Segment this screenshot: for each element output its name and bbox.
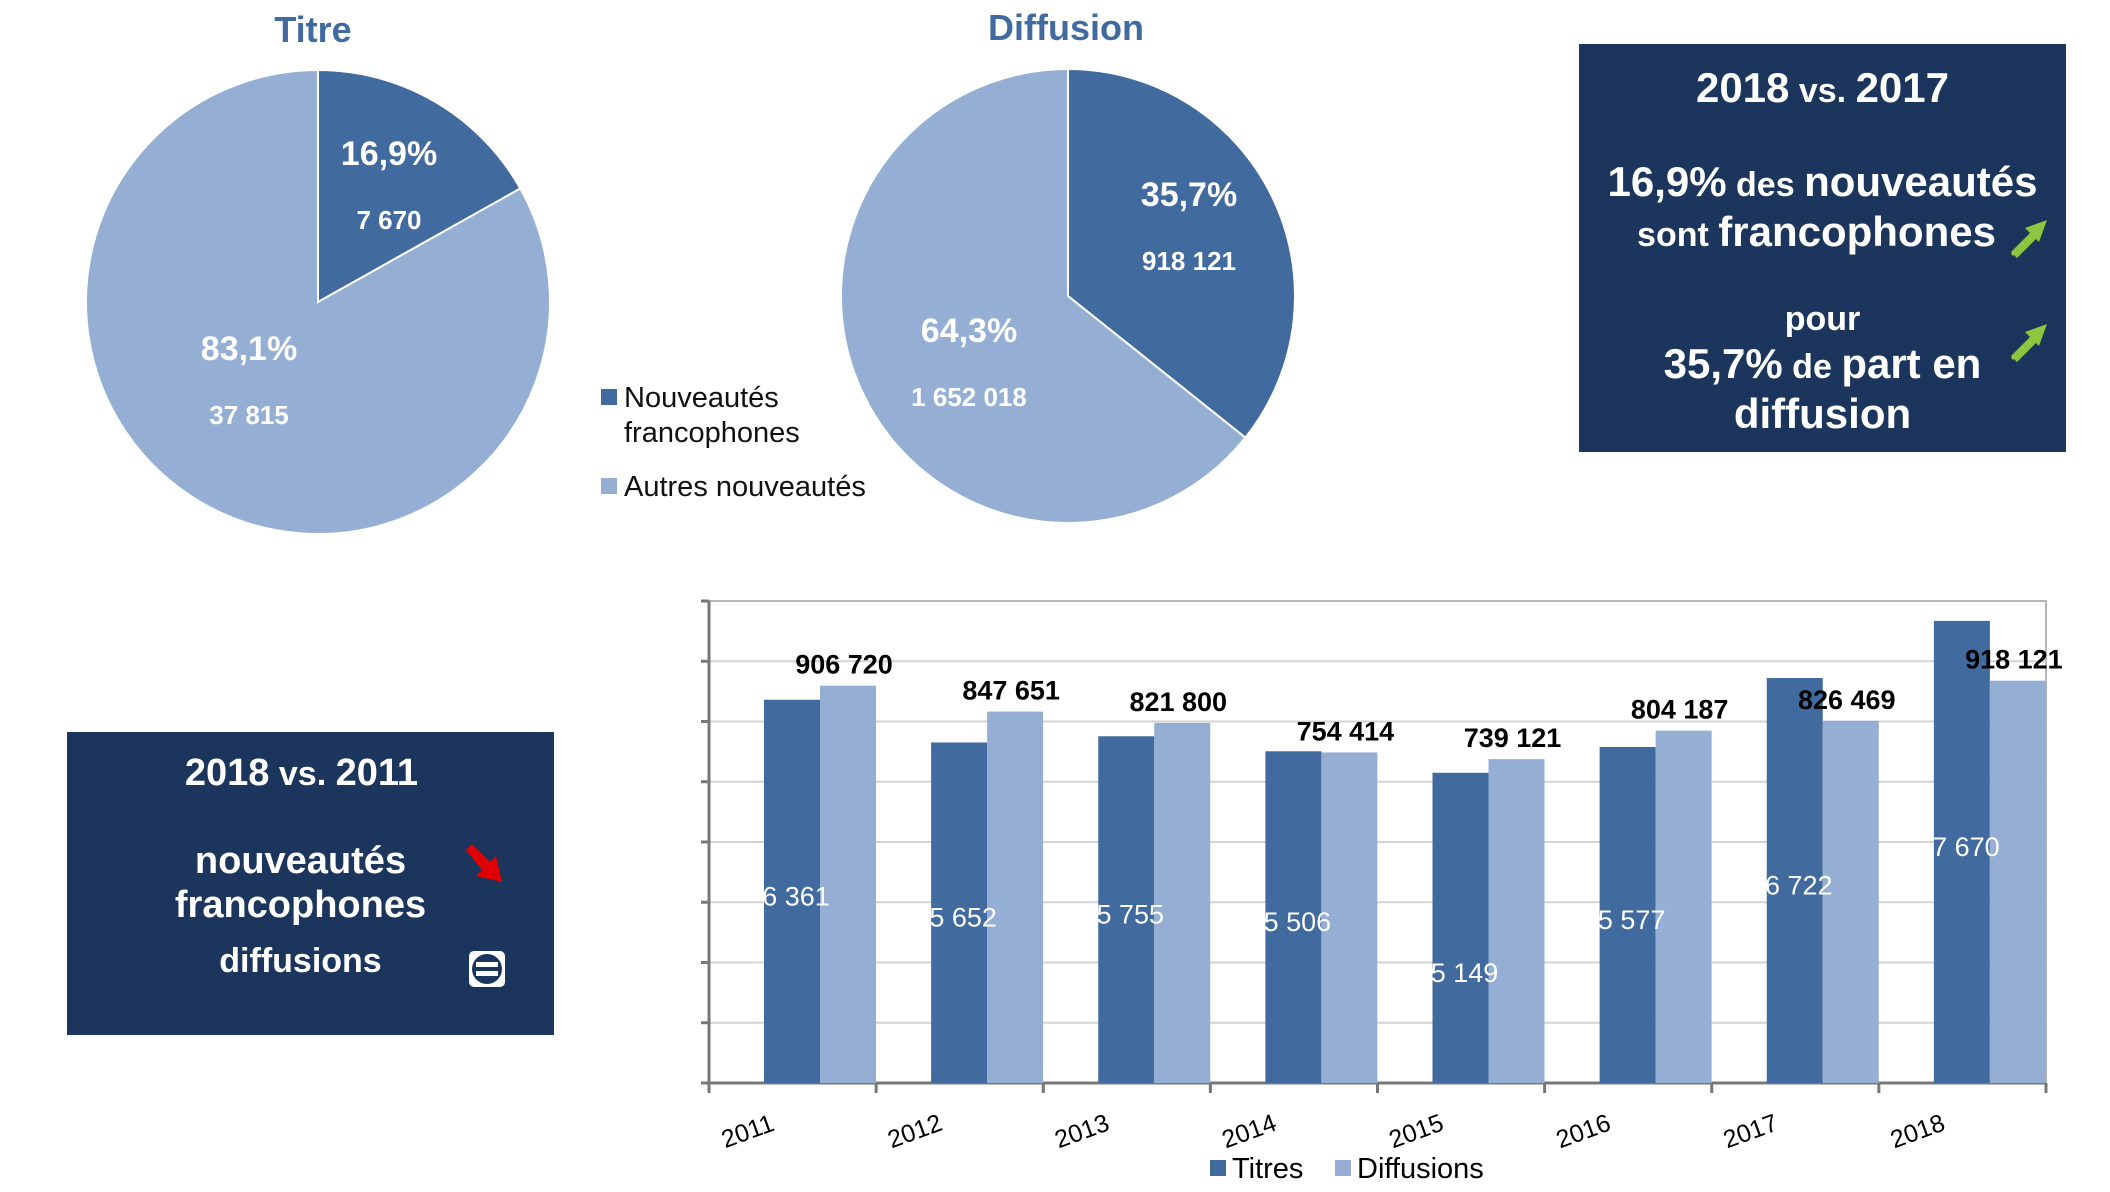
title-vs: vs. bbox=[269, 755, 335, 793]
box-line-pct2: 35,7% de part en bbox=[1579, 340, 2066, 388]
x-tick-label: 2018 bbox=[1887, 1109, 1949, 1154]
title-year2: 2017 bbox=[1856, 64, 1949, 111]
bar-label-diffusions: 826 469 bbox=[1798, 685, 1896, 715]
x-tick-label: 2017 bbox=[1720, 1109, 1782, 1154]
bar-label-diffusions: 754 414 bbox=[1297, 716, 1395, 746]
pie-value-label: 37 815 bbox=[209, 400, 289, 430]
nouveautes: nouveautés bbox=[1804, 158, 2037, 205]
title-vs: vs. bbox=[1789, 72, 1855, 110]
pct2: 35,7% bbox=[1664, 340, 1783, 387]
legend-label-diffusions: Diffusions bbox=[1357, 1153, 1484, 1185]
de: de bbox=[1783, 348, 1842, 386]
bar-label-diffusions: 739 121 bbox=[1464, 723, 1562, 753]
pie-value-label: 1 652 018 bbox=[911, 382, 1027, 412]
x-tick-label: 2012 bbox=[884, 1109, 946, 1154]
bar-label-titres: 5 577 bbox=[1598, 905, 1666, 935]
legend-label-autres: Autres nouveautés bbox=[624, 471, 866, 503]
bar-diffusions-2018 bbox=[1990, 681, 2046, 1083]
bar-label-titres: 6 361 bbox=[762, 881, 830, 911]
pie-chart-diffusion: Diffusion 35,7% 918 121 64,3% 1 652 018 bbox=[841, 7, 1295, 523]
legend-label-francophones-1: Nouveautés bbox=[624, 382, 779, 414]
x-tick-label: 2016 bbox=[1553, 1109, 1615, 1154]
x-tick-label: 2013 bbox=[1051, 1109, 1113, 1154]
pie-title-titre: Titre bbox=[274, 9, 351, 50]
pct1: 16,9% bbox=[1608, 158, 1727, 205]
diffusion: diffusion bbox=[1734, 390, 1911, 437]
equal-sign-icon bbox=[469, 951, 505, 987]
legend-swatch-autres bbox=[601, 478, 617, 494]
francophones: francophones bbox=[175, 884, 426, 926]
bar-diffusions-2017 bbox=[1823, 721, 1879, 1083]
title-year2: 2011 bbox=[336, 752, 418, 794]
legend-swatch-titres bbox=[1210, 1160, 1226, 1176]
box-line-2: francophones bbox=[47, 884, 554, 927]
title-year: 2018 bbox=[185, 752, 270, 794]
nouveautes: nouveautés bbox=[195, 840, 406, 882]
bar-label-diffusions: 847 651 bbox=[962, 676, 1060, 706]
x-tick-label: 2011 bbox=[718, 1109, 778, 1154]
pie-legend: Nouveautés francophones Autres nouveauté… bbox=[601, 382, 866, 503]
legend-swatch-francophones bbox=[601, 389, 617, 405]
arrow-up-right-icon bbox=[2007, 216, 2051, 260]
bar-label-titres: 5 755 bbox=[1096, 900, 1164, 930]
title-year: 2018 bbox=[1696, 64, 1789, 111]
pie-value-label: 918 121 bbox=[1142, 246, 1236, 276]
x-tick-label: 2015 bbox=[1385, 1109, 1447, 1154]
pie-percent-label: 16,9% bbox=[341, 135, 437, 173]
legend-label-titres: Titres bbox=[1232, 1153, 1303, 1185]
x-tick-label: 2014 bbox=[1218, 1109, 1280, 1154]
francophones: francophones bbox=[1718, 208, 1996, 255]
bar-label-diffusions: 821 800 bbox=[1129, 687, 1227, 717]
des: des bbox=[1727, 166, 1804, 204]
summary-box-2018-vs-2017: 2018 vs. 2017 16,9% des nouveautés sont … bbox=[1579, 44, 2066, 452]
box-line-pour: pour bbox=[1579, 300, 2066, 339]
bar-label-titres: 5 149 bbox=[1431, 958, 1499, 988]
bar-diffusions-2012 bbox=[987, 712, 1043, 1083]
box-line-diffusion: diffusion bbox=[1579, 390, 2066, 438]
bar-label-diffusions: 906 720 bbox=[795, 650, 893, 680]
arrow-up-right-icon bbox=[2007, 320, 2051, 364]
bar-titres-2015 bbox=[1433, 773, 1489, 1083]
arrow-down-right-icon bbox=[462, 842, 506, 886]
diffusions: diffusions bbox=[219, 942, 381, 980]
box-line-francophones: sont francophones bbox=[1567, 208, 2066, 256]
box-title: 2018 vs. 2017 bbox=[1579, 64, 2066, 112]
bar-label-titres: 6 722 bbox=[1765, 870, 1833, 900]
bar-label-diffusions: 918 121 bbox=[1965, 645, 2063, 675]
bar-label-titres: 5 506 bbox=[1264, 907, 1332, 937]
pie-value-label: 7 670 bbox=[356, 205, 421, 235]
pie-title-diffusion: Diffusion bbox=[988, 7, 1144, 48]
legend-label-francophones-2: francophones bbox=[624, 417, 800, 449]
bar-diffusions-2015 bbox=[1489, 759, 1545, 1083]
bar-label-titres: 5 652 bbox=[929, 903, 997, 933]
bar-label-diffusions: 804 187 bbox=[1631, 695, 1729, 725]
legend-swatch-diffusions bbox=[1335, 1160, 1351, 1176]
pour: pour bbox=[1785, 300, 1861, 338]
bar-chart: 6 361 906 720 2011 5 652 847 651 2012 5 755 821… bbox=[701, 601, 2063, 1185]
summary-box-2018-vs-2011: 2018 vs. 2011 nouveautés francophones di… bbox=[67, 732, 554, 1035]
pie-percent-label: 64,3% bbox=[921, 312, 1017, 350]
box-line-pct1: 16,9% des nouveautés bbox=[1579, 158, 2066, 206]
pie-chart-titre: Titre 16,9% 7 670 83,1% 37 815 bbox=[86, 9, 550, 534]
pie-percent-label: 83,1% bbox=[201, 330, 297, 368]
box-title: 2018 vs. 2011 bbox=[49, 752, 554, 795]
sont: sont bbox=[1637, 216, 1718, 254]
part-en: part en bbox=[1841, 340, 1981, 387]
bar-label-titres: 7 670 bbox=[1932, 832, 2000, 862]
pie-percent-label: 35,7% bbox=[1141, 176, 1237, 214]
